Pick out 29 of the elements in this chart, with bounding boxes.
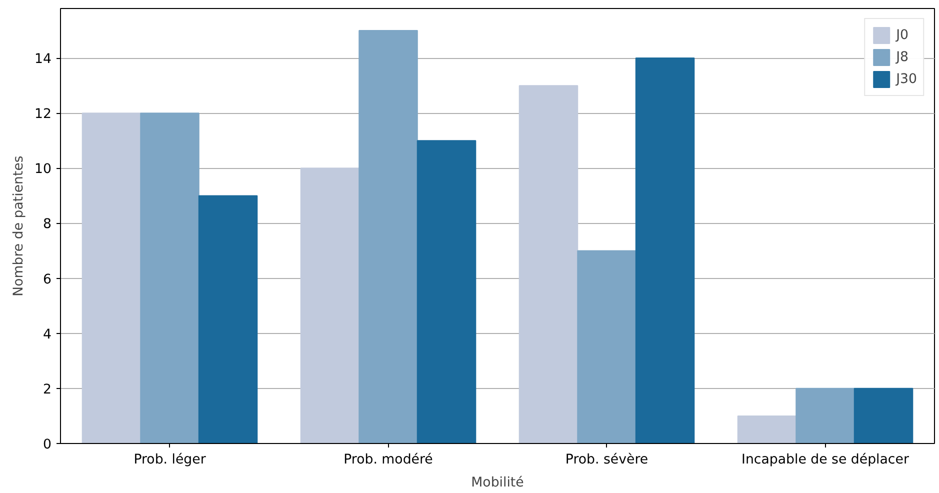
x-tick-label: Prob. sévère — [565, 452, 648, 468]
bar — [416, 140, 476, 444]
bar — [300, 168, 360, 444]
legend-label: J8 — [896, 50, 910, 64]
bar — [140, 112, 200, 444]
bar — [737, 415, 797, 444]
legend-label: J0 — [896, 28, 910, 42]
bar — [518, 85, 578, 444]
y-tick-label: 6 — [43, 272, 52, 288]
bar — [577, 250, 636, 444]
y-tick-label: 4 — [43, 327, 52, 342]
y-tick-label: 2 — [43, 382, 52, 398]
bar — [854, 388, 914, 444]
y-axis-title: Nombre de patientes — [12, 156, 27, 296]
y-tick-label: 12 — [34, 107, 52, 122]
x-tick-label: Prob. modéré — [344, 452, 433, 468]
x-axis-title: Mobilité — [471, 476, 524, 490]
bar — [358, 30, 418, 444]
y-tick-label: 0 — [43, 438, 52, 452]
bar — [635, 58, 695, 444]
x-tick-label: Incapable de se déplacer — [742, 452, 910, 468]
x-tick-label: Prob. léger — [134, 452, 206, 468]
y-tick-label: 10 — [34, 162, 52, 178]
bar — [796, 388, 855, 444]
y-tick-label: 14 — [34, 52, 52, 68]
y-tick-label: 8 — [43, 217, 52, 232]
bar — [198, 195, 258, 444]
bar — [82, 112, 142, 444]
legend-label: J30 — [896, 72, 917, 86]
